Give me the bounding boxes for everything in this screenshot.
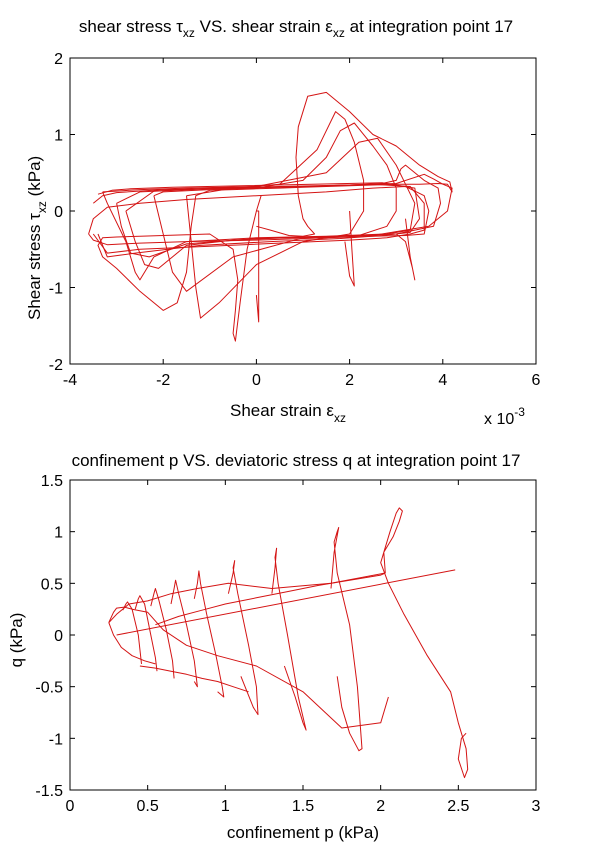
series-line <box>116 569 456 636</box>
y-axis-label: Shear stress τxz (kPa) <box>25 156 49 320</box>
y-tick-label: -2 <box>49 357 63 374</box>
series-line <box>139 665 249 693</box>
series-line <box>380 507 469 779</box>
series-line <box>271 547 307 731</box>
series-line <box>108 572 386 623</box>
data-curves <box>108 507 469 779</box>
x-tick-label: 1 <box>221 798 230 815</box>
x-tick-label: 0 <box>66 798 75 815</box>
series-line <box>344 210 355 287</box>
series-line <box>92 183 425 254</box>
chart-title: confinement p VS. deviatoric stress q at… <box>72 451 521 470</box>
y-tick-label: 1 <box>54 128 63 145</box>
series-line <box>155 572 386 626</box>
y-tick-label: -1.5 <box>35 783 63 800</box>
series-line <box>193 570 225 698</box>
x-tick-label: 2 <box>376 798 385 815</box>
series-line <box>170 579 198 688</box>
y-tick-label: 0.5 <box>41 576 63 593</box>
y-tick-label: 0 <box>54 204 63 221</box>
confinement-deviatoric-chart: confinement p VS. deviatoric stress q at… <box>7 451 541 842</box>
axis-ticks: 0 0.5 1 1.5 2 2.5 3 -1.5 -1 -0.5 0 0.5 1 1.5 <box>35 473 540 815</box>
series-line <box>227 560 259 716</box>
x-tick-label: 3 <box>532 798 541 815</box>
series-line <box>186 111 365 319</box>
x-axis-multiplier: x 10-3 <box>484 405 525 428</box>
x-tick-label: -2 <box>156 372 170 389</box>
x-tick-label: -4 <box>63 372 77 389</box>
series-line <box>102 137 416 281</box>
series-line <box>395 218 416 281</box>
y-tick-label: 0 <box>54 628 63 645</box>
y-tick-label: 2 <box>54 51 63 68</box>
chart-title: shear stress τxz VS. shear strain εxz at… <box>79 17 513 40</box>
x-axis-label: confinement p (kPa) <box>227 823 379 842</box>
plot-area <box>69 57 537 365</box>
series-line <box>97 182 420 258</box>
series-line <box>255 210 260 323</box>
series-line <box>108 622 156 665</box>
y-tick-label: 1 <box>54 525 63 542</box>
x-tick-label: 4 <box>438 372 447 389</box>
y-tick-label: -0.5 <box>35 680 63 697</box>
x-tick-label: 1.5 <box>292 798 314 815</box>
x-tick-label: 2.5 <box>447 798 469 815</box>
data-curves <box>88 91 453 342</box>
x-tick-label: 6 <box>532 372 541 389</box>
y-tick-label: -1 <box>49 281 63 298</box>
series-line <box>134 595 158 672</box>
y-axis-label: q (kPa) <box>7 613 26 668</box>
x-tick-label: 0.5 <box>137 798 159 815</box>
series-line <box>330 527 363 752</box>
series-line <box>97 91 453 342</box>
series-line <box>122 601 142 664</box>
y-tick-label: 1.5 <box>41 473 63 490</box>
x-tick-label: 0 <box>252 372 261 389</box>
shear-stress-strain-chart: shear stress τxz VS. shear strain εxz at… <box>25 17 541 428</box>
series-line <box>125 173 453 269</box>
series-line <box>116 164 441 258</box>
x-tick-label: 2 <box>345 372 354 389</box>
series-line <box>150 588 175 679</box>
plot-area <box>69 479 537 791</box>
y-tick-label: -1 <box>49 731 63 748</box>
x-axis-label: Shear strain εxz <box>230 401 346 425</box>
series-line <box>108 606 389 729</box>
